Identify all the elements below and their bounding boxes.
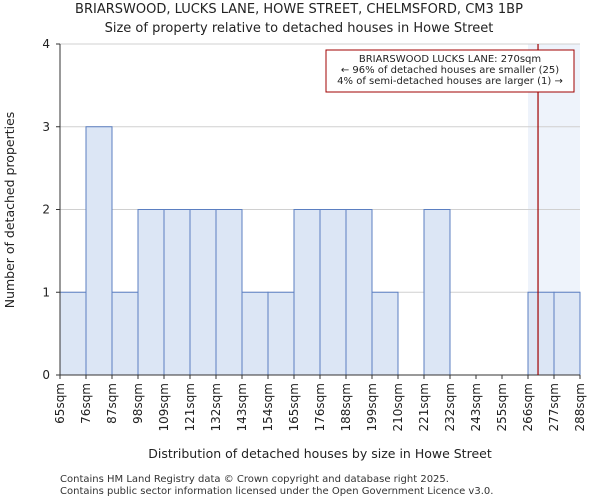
x-tick-label: 154sqm — [261, 383, 275, 431]
chart-title: BRIARSWOOD, LUCKS LANE, HOWE STREET, CHE… — [75, 2, 523, 17]
histogram-bar — [241, 291, 269, 376]
histogram-bar — [59, 291, 87, 376]
y-tick-label: 2 — [42, 203, 50, 217]
x-tick-label: 143sqm — [235, 383, 249, 431]
x-tick-label: 288sqm — [573, 383, 587, 431]
x-tick-label: 65sqm — [53, 383, 67, 424]
histogram-bar — [189, 209, 217, 376]
annotation-line: ← 96% of detached houses are smaller (25… — [341, 65, 559, 76]
histogram-bar — [163, 209, 191, 376]
annotation-line: 4% of semi-detached houses are larger (1… — [337, 76, 563, 87]
plot-area: 0 1 2 3 4 65sqm 76sqm 87sqm 98sqm 109sqm 121sqm 132… — [42, 37, 587, 431]
x-tick-label: 165sqm — [287, 383, 301, 431]
x-tick-label: 232sqm — [443, 383, 457, 431]
histogram-bar — [319, 209, 347, 376]
histogram-bar — [527, 291, 555, 376]
histogram-bar — [215, 209, 243, 376]
chart-subtitle: Size of property relative to detached ho… — [105, 21, 494, 36]
histogram-bar — [371, 291, 399, 376]
x-tick-label: 188sqm — [339, 383, 353, 431]
y-tick-label: 1 — [42, 285, 50, 299]
x-tick-label: 255sqm — [495, 383, 509, 431]
x-tick-label: 98sqm — [131, 383, 145, 424]
x-tick-label: 199sqm — [365, 383, 379, 431]
histogram-bar — [423, 209, 451, 376]
x-tick-label: 277sqm — [547, 383, 561, 431]
x-tick-label: 109sqm — [157, 383, 171, 431]
y-tick-label: 4 — [42, 37, 50, 51]
histogram-bar — [293, 209, 321, 376]
y-axis-label: Number of detached properties — [2, 112, 17, 309]
x-tick-label: 76sqm — [79, 383, 93, 424]
x-tick-label: 132sqm — [209, 383, 223, 431]
histogram-bar — [267, 291, 295, 376]
footer-copyright: Contains HM Land Registry data © Crown c… — [60, 474, 449, 485]
x-axis-label: Distribution of detached houses by size … — [148, 446, 492, 461]
x-tick-label: 221sqm — [417, 383, 431, 431]
annotation-box — [325, 49, 575, 93]
histogram-bar — [553, 291, 581, 376]
annotation-line: BRIARSWOOD LUCKS LANE: 270sqm — [359, 54, 541, 65]
x-tick-label: 266sqm — [521, 383, 535, 431]
x-tick-label: 243sqm — [469, 383, 483, 431]
x-tick-label: 87sqm — [105, 383, 119, 424]
y-tick-label: 3 — [42, 120, 50, 134]
histogram-bar — [111, 291, 139, 376]
histogram-bar — [345, 209, 373, 376]
y-tick-label: 0 — [42, 368, 50, 382]
histogram-bar — [137, 209, 165, 376]
footer-licence: Contains public sector information licen… — [60, 486, 493, 497]
x-tick-label: 121sqm — [183, 383, 197, 431]
histogram-bar — [85, 126, 113, 376]
x-tick-label: 210sqm — [391, 383, 405, 431]
x-tick-label: 176sqm — [313, 383, 327, 431]
